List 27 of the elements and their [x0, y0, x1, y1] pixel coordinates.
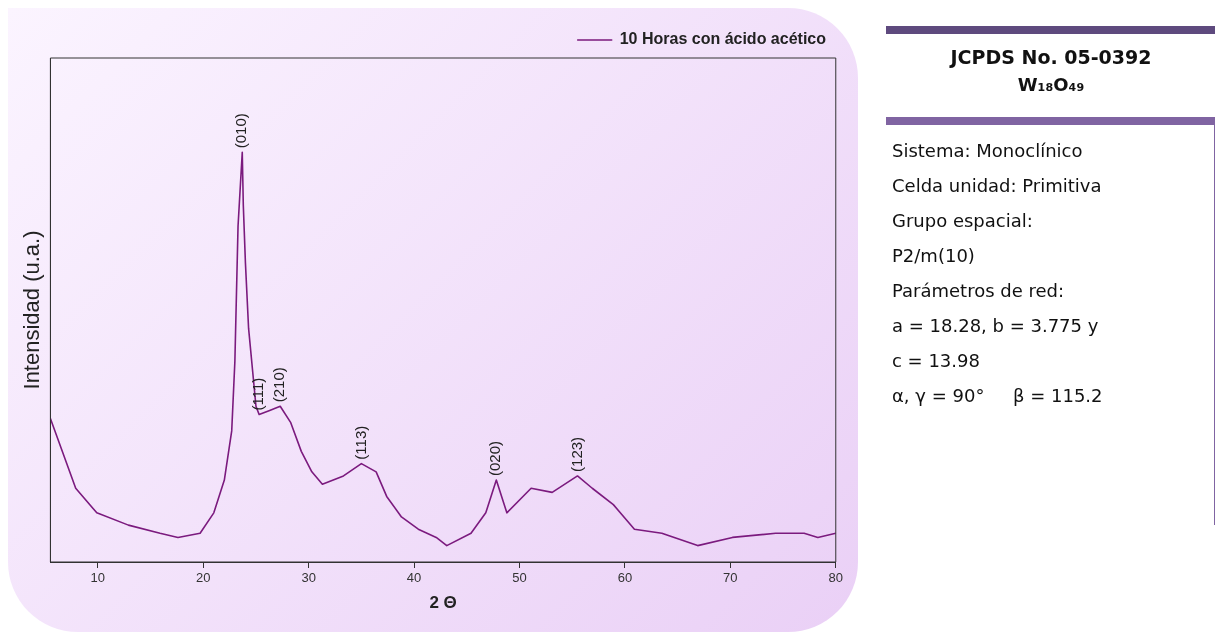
x-tick-label: 20 [196, 570, 211, 586]
text: Sistema: Monoclínico [892, 139, 1084, 163]
text: c = 13.98 [892, 349, 981, 373]
text: Grupo espacial: [892, 209, 1034, 233]
x-tick-label: 60 [617, 570, 633, 586]
text: α, γ = 90° β = 115.2 [892, 384, 1104, 408]
x-tick-label: 10 [90, 570, 106, 586]
text: W₁₈O₄₉ [1016, 74, 1086, 95]
x-tick-label: 40 [406, 570, 422, 586]
text: P2/m(10) [892, 244, 976, 268]
annotation: (210) [270, 367, 288, 403]
legend-label: 10 Horas con ácido acético [619, 30, 827, 48]
annotation: (111) [249, 377, 267, 411]
y-axis-title: Intensidad (u.a.) [19, 230, 45, 390]
x-tick-label: 70 [723, 570, 738, 586]
annotation: (123) [567, 436, 585, 472]
text: Celda unidad: Primitiva [892, 174, 1103, 198]
annotation: (010) [232, 113, 250, 149]
x-tick-label: 50 [512, 570, 527, 586]
x-axis-title: 2 Θ [429, 593, 457, 613]
annotation: (113) [351, 425, 369, 460]
x-tick-label: 30 [301, 570, 316, 586]
text: Parámetros de red: [892, 279, 1066, 303]
x-tick-label: 80 [828, 570, 843, 586]
text: JCPDS No. 05-0392 [948, 46, 1153, 68]
text: a = 18.28, b = 3.775 y [892, 314, 1100, 338]
annotation: (020) [486, 441, 504, 477]
